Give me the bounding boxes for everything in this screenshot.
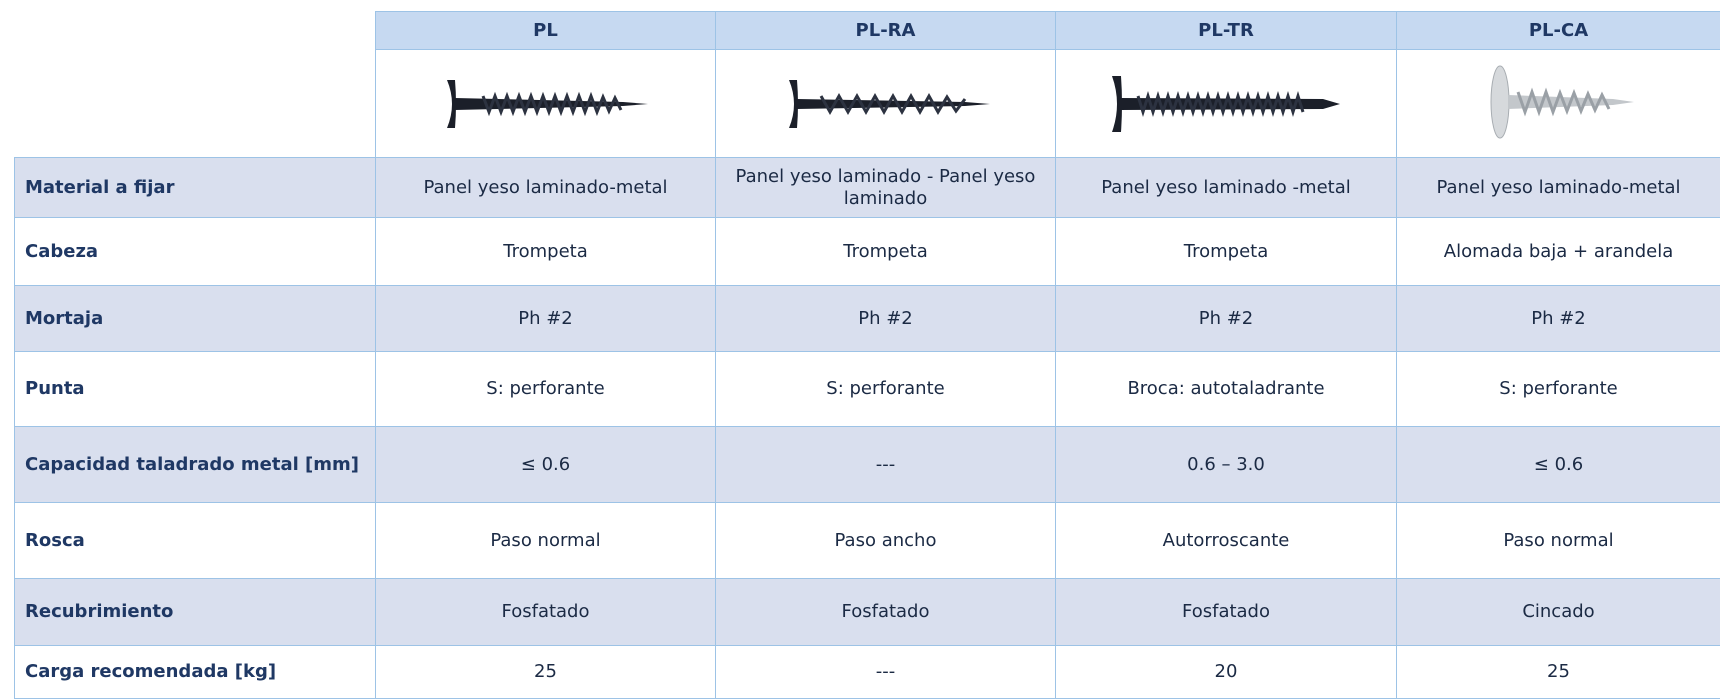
table-cell: S: perforante — [1396, 351, 1720, 427]
table-cell: Trompeta — [1055, 217, 1397, 286]
table-cell: 25 — [1396, 645, 1720, 699]
table-cell: Ph #2 — [1055, 285, 1397, 352]
table-cell: Panel yeso laminado - Panel yeso laminad… — [715, 157, 1056, 218]
table-cell: 20 — [1055, 645, 1397, 699]
row-label: Capacidad taladrado metal [mm] — [14, 426, 376, 503]
row-label: Punta — [14, 351, 376, 427]
table-cell: 25 — [375, 645, 716, 699]
row-label: Material a fijar — [14, 157, 376, 218]
table-cell: Fosfatado — [375, 578, 716, 646]
table-cell: Panel yeso laminado-metal — [375, 157, 716, 218]
row-label: Cabeza — [14, 217, 376, 286]
column-header: PL-TR — [1055, 11, 1397, 50]
table-cell: Ph #2 — [715, 285, 1056, 352]
screw-image — [789, 80, 990, 128]
table-cell: S: perforante — [715, 351, 1056, 427]
table-cell: Fosfatado — [1055, 578, 1397, 646]
column-header: PL-CA — [1396, 11, 1720, 50]
table-cell: ≤ 0.6 — [1396, 426, 1720, 503]
table-cell: Panel yeso laminado-metal — [1396, 157, 1720, 218]
table-cell: Ph #2 — [375, 285, 716, 352]
table-cell: Fosfatado — [715, 578, 1056, 646]
table-cell: Broca: autotaladrante — [1055, 351, 1397, 427]
table-cell: Paso normal — [1396, 502, 1720, 579]
table-cell: Trompeta — [715, 217, 1056, 286]
row-label: Carga recomendada [kg] — [14, 645, 376, 699]
table-cell: --- — [715, 426, 1056, 503]
table-cell: Autorroscante — [1055, 502, 1397, 579]
column-header: PL — [375, 11, 716, 50]
table-cell: S: perforante — [375, 351, 716, 427]
screw-image — [447, 80, 648, 128]
row-label: Recubrimiento — [14, 578, 376, 646]
table-cell: Panel yeso laminado -metal — [1055, 157, 1397, 218]
table-cell: ≤ 0.6 — [375, 426, 716, 503]
screw-image — [1112, 76, 1340, 132]
table-cell: Paso ancho — [715, 502, 1056, 579]
row-label: Mortaja — [14, 285, 376, 352]
table-cell: 0.6 – 3.0 — [1055, 426, 1397, 503]
table-cell: Trompeta — [375, 217, 716, 286]
table-cell: Ph #2 — [1396, 285, 1720, 352]
table-cell: Paso normal — [375, 502, 716, 579]
table-cell: Cincado — [1396, 578, 1720, 646]
column-header: PL-RA — [715, 11, 1056, 50]
table-cell: Alomada baja + arandela — [1396, 217, 1720, 286]
screw-image — [1490, 65, 1634, 139]
row-label: Rosca — [14, 502, 376, 579]
table-cell: --- — [715, 645, 1056, 699]
